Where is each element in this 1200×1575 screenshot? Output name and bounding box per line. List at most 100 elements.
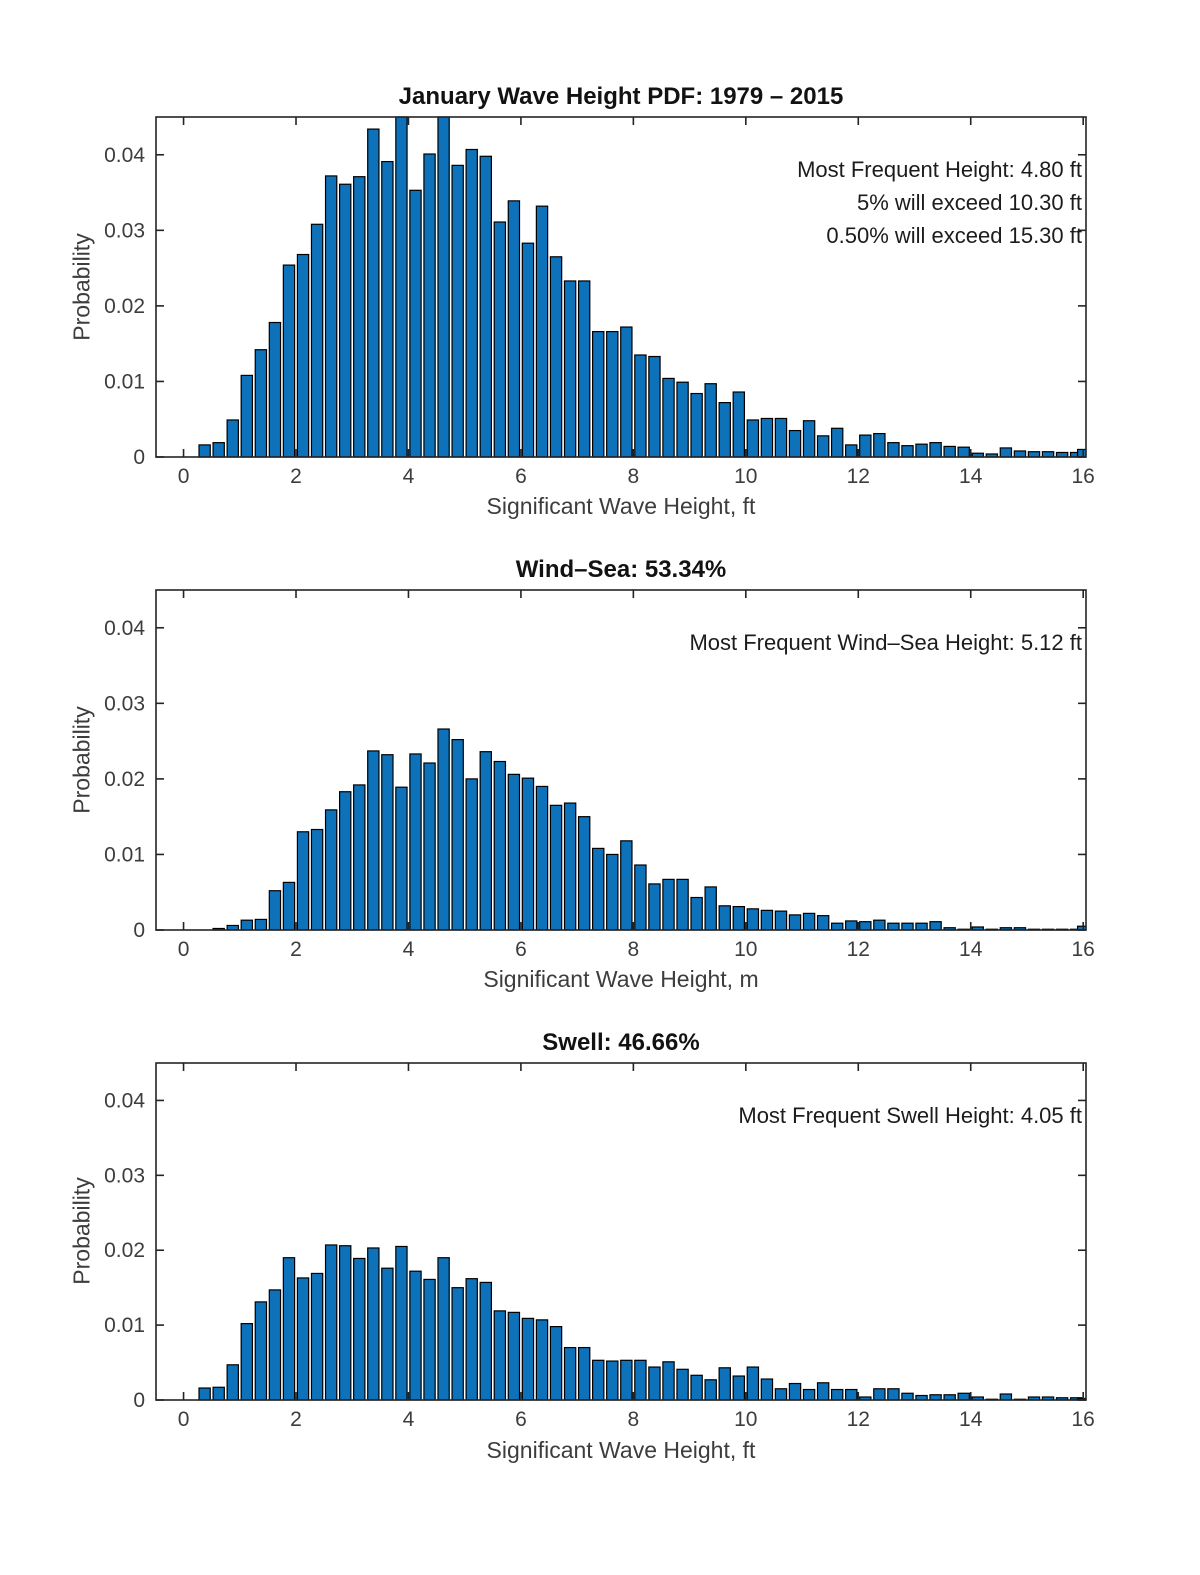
chart-2-annotations: Most Frequent Wind–Sea Height: 5.12 ft: [689, 626, 1082, 659]
y-tick-label: 0.04: [104, 617, 145, 640]
chart-group-3: 0 2 4 6 8 10 12 14 16 0 0.01 0.02 0.03 0.04: [104, 1062, 1095, 1431]
chart-2-x-axis-label: Significant Wave Height, m: [483, 966, 759, 992]
bar: [816, 435, 830, 458]
bar: [662, 377, 675, 458]
histogram-bars: [198, 1244, 1086, 1401]
bar: [873, 919, 886, 931]
bar: [409, 189, 422, 458]
y-tick-label: 0.01: [104, 370, 145, 393]
bar: [634, 864, 647, 931]
bar: [381, 754, 394, 931]
x-tick-label: 12: [847, 938, 870, 961]
x-tick-label: 0: [178, 465, 190, 488]
bar: [353, 784, 366, 931]
bar: [296, 253, 310, 458]
bar: [296, 831, 310, 931]
bar: [338, 1245, 352, 1401]
bar: [437, 1257, 450, 1401]
bar: [648, 1366, 661, 1401]
bar: [465, 148, 478, 458]
chart-2-title: Wind–Sea: 53.34%: [515, 556, 727, 583]
bar: [718, 1367, 731, 1401]
bar: [353, 176, 366, 458]
x-tick-label: 6: [515, 938, 527, 961]
x-tick-label: 8: [628, 1408, 640, 1431]
bar: [395, 786, 408, 931]
bar: [507, 773, 521, 931]
bar: [549, 804, 563, 931]
bar: [226, 1364, 239, 1401]
x-tick-label: 14: [959, 465, 983, 488]
bar: [690, 896, 703, 931]
bar: [732, 391, 746, 458]
x-tick-label: 8: [628, 465, 640, 488]
bar: [254, 1301, 268, 1401]
bar: [620, 326, 633, 458]
y-tick-label: 0.01: [104, 843, 145, 866]
y-tick-label: 0: [133, 446, 145, 469]
bar: [310, 223, 324, 458]
chart-group-2: 0 2 4 6 8 10 12 14 16 0 0.01 0.02 0.03 0.04: [104, 589, 1095, 961]
annotation-05pct-exceed: 0.50% will exceed 15.30 ft: [826, 223, 1082, 248]
bar: [282, 264, 296, 458]
y-tick-label: 0: [133, 1389, 145, 1412]
bar: [563, 280, 577, 458]
bar: [620, 840, 633, 931]
bar: [535, 205, 549, 458]
bar: [409, 753, 422, 931]
x-tick-label: 6: [515, 1408, 527, 1431]
chart-1-annotations: Most Frequent Height: 4.80 ft 5% will ex…: [797, 153, 1082, 252]
annotation-most-frequent-swell-height: Most Frequent Swell Height: 4.05 ft: [738, 1103, 1082, 1128]
bar: [577, 1346, 591, 1401]
bar: [873, 432, 886, 458]
bar: [830, 427, 844, 458]
bar: [479, 155, 492, 458]
bar: [788, 914, 802, 931]
bar: [268, 321, 282, 458]
bar: [423, 1278, 436, 1401]
bar: [324, 175, 338, 458]
annotation-most-frequent-windsea-height: Most Frequent Wind–Sea Height: 5.12 ft: [689, 630, 1082, 655]
bar: [479, 1281, 492, 1401]
y-tick-label: 0.02: [104, 295, 145, 318]
bar: [887, 922, 900, 931]
bar: [437, 116, 450, 458]
bar: [577, 280, 591, 458]
bar: [704, 383, 717, 458]
y-tick-label: 0.01: [104, 1314, 145, 1337]
bar: [409, 1270, 422, 1401]
bar: [606, 853, 619, 931]
bar: [999, 1393, 1013, 1401]
bar: [845, 920, 858, 931]
chart-3-annotations: Most Frequent Swell Height: 4.05 ft: [738, 1099, 1082, 1132]
bar: [451, 738, 464, 931]
bar: [634, 1359, 647, 1401]
chart-3-y-axis-label: Probability: [68, 1177, 95, 1285]
bar: [957, 1392, 970, 1401]
bar: [423, 153, 436, 458]
bar: [718, 402, 731, 458]
bar: [929, 921, 942, 931]
bar: [760, 1378, 774, 1401]
x-tick-label: 16: [1072, 465, 1095, 488]
bar: [395, 116, 408, 458]
chart-3-x-axis-label: Significant Wave Height, ft: [486, 1437, 756, 1463]
bar: [788, 1382, 802, 1401]
bar: [690, 392, 703, 458]
bar: [788, 429, 802, 458]
x-tick-label: 12: [847, 1408, 870, 1431]
bar: [887, 442, 900, 458]
bar: [549, 1326, 563, 1401]
bar: [592, 1359, 605, 1401]
bar: [226, 419, 239, 458]
bar: [606, 330, 619, 458]
bar: [381, 160, 394, 458]
bar: [704, 886, 717, 931]
bar: [676, 878, 689, 931]
x-tick-label: 10: [734, 1408, 757, 1431]
bar: [324, 1244, 338, 1401]
plot-box: [155, 116, 1087, 458]
bar: [282, 1257, 296, 1401]
bar: [367, 1247, 380, 1401]
